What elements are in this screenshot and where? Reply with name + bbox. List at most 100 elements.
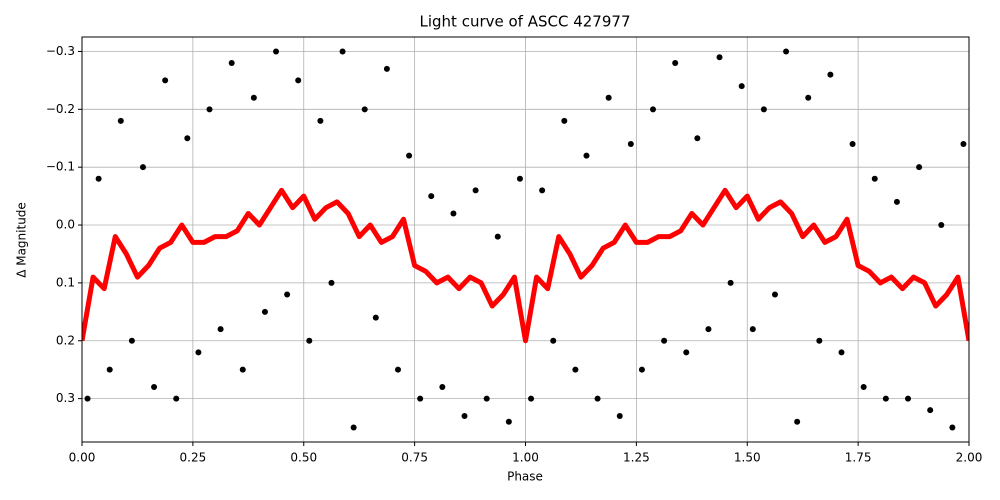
x-tick-label: 0.25 xyxy=(180,451,207,465)
data-point xyxy=(394,366,401,373)
x-tick-label: 0.50 xyxy=(290,451,317,465)
data-point xyxy=(882,395,889,402)
y-tick-label: −0.3 xyxy=(46,44,75,58)
y-tick-label: 0.2 xyxy=(56,333,75,347)
data-point xyxy=(217,326,224,333)
y-tick-label: 0.3 xyxy=(56,391,75,405)
data-point xyxy=(439,384,446,391)
x-axis-label: Phase xyxy=(507,470,543,484)
data-point xyxy=(151,384,158,391)
data-point xyxy=(184,135,191,142)
data-point xyxy=(716,54,723,61)
data-point xyxy=(406,152,413,159)
data-point xyxy=(760,106,767,113)
x-tick-label: 1.50 xyxy=(734,451,761,465)
plot-frame xyxy=(81,36,970,443)
data-point xyxy=(328,279,335,286)
data-point xyxy=(84,395,91,402)
data-point xyxy=(228,60,235,67)
data-point xyxy=(916,164,923,171)
x-tick-label: 1.25 xyxy=(623,451,650,465)
data-point xyxy=(749,326,756,333)
data-point xyxy=(849,141,856,148)
data-point xyxy=(472,187,479,194)
data-point xyxy=(117,117,124,124)
y-axis-label: Δ Magnitude xyxy=(15,202,29,278)
data-point xyxy=(483,395,490,402)
data-point xyxy=(494,233,501,240)
data-point xyxy=(173,395,180,402)
y-tick-label: 0.0 xyxy=(56,218,75,232)
data-point xyxy=(516,175,523,182)
data-point xyxy=(650,106,657,113)
data-point xyxy=(550,337,557,344)
data-point xyxy=(295,77,302,84)
data-point xyxy=(505,418,512,425)
data-point xyxy=(250,94,257,101)
x-tick-label: 0.00 xyxy=(69,451,96,465)
data-point xyxy=(927,407,934,414)
data-point xyxy=(594,395,601,402)
x-tick-label: 1.00 xyxy=(512,451,539,465)
data-point xyxy=(383,65,390,72)
data-point xyxy=(583,152,590,159)
data-point xyxy=(838,349,845,356)
data-point xyxy=(284,291,291,298)
data-point xyxy=(738,83,745,90)
data-point xyxy=(893,198,900,205)
data-point xyxy=(827,71,834,78)
data-point xyxy=(938,222,945,229)
data-point xyxy=(339,48,346,55)
data-point xyxy=(694,135,701,142)
data-point xyxy=(683,349,690,356)
data-point xyxy=(960,141,967,148)
data-point xyxy=(638,366,645,373)
data-point xyxy=(239,366,246,373)
data-point xyxy=(794,418,801,425)
chart-title: Light curve of ASCC 427977 xyxy=(420,13,631,31)
data-point xyxy=(672,60,679,67)
data-point xyxy=(162,77,169,84)
data-point xyxy=(816,337,823,344)
data-point xyxy=(261,308,268,315)
data-point xyxy=(417,395,424,402)
data-point xyxy=(361,106,368,113)
data-line xyxy=(82,187,969,344)
data-point xyxy=(139,164,146,171)
data-point xyxy=(805,94,812,101)
x-tick-label: 0.75 xyxy=(401,451,428,465)
y-tick-label: −0.2 xyxy=(46,102,75,116)
data-point xyxy=(860,384,867,391)
data-point xyxy=(306,337,313,344)
data-point xyxy=(627,141,634,148)
data-point xyxy=(528,395,535,402)
data-point xyxy=(783,48,790,55)
data-point xyxy=(905,395,912,402)
data-point xyxy=(616,412,623,419)
data-point xyxy=(95,175,102,182)
data-point xyxy=(561,117,568,124)
data-point xyxy=(128,337,135,344)
data-point xyxy=(949,424,956,431)
data-point xyxy=(372,314,379,321)
data-point xyxy=(705,326,712,333)
y-tick-label: 0.1 xyxy=(56,275,75,289)
x-tick-label: 1.75 xyxy=(845,451,872,465)
data-point xyxy=(195,349,202,356)
y-tick-label: −0.1 xyxy=(46,160,75,174)
data-point xyxy=(317,117,324,124)
data-point xyxy=(771,291,778,298)
data-point xyxy=(605,94,612,101)
data-point xyxy=(350,424,357,431)
data-point xyxy=(727,279,734,286)
data-point xyxy=(106,366,113,373)
data-point xyxy=(461,412,468,419)
data-point xyxy=(206,106,213,113)
data-point xyxy=(572,366,579,373)
data-point xyxy=(661,337,668,344)
data-point xyxy=(428,193,435,200)
data-point xyxy=(871,175,878,182)
x-tick-label: 2.00 xyxy=(956,451,983,465)
data-point xyxy=(539,187,546,194)
